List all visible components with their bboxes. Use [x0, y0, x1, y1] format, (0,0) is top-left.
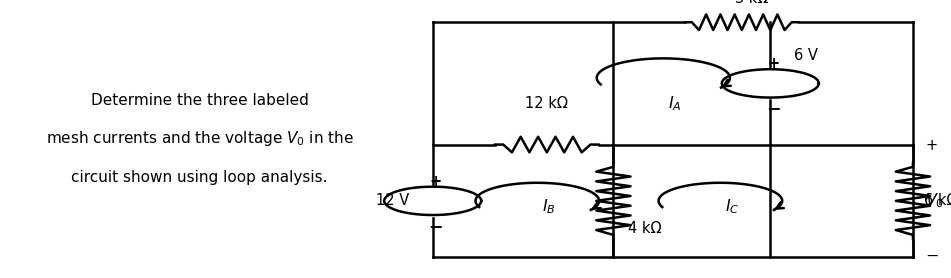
Text: −: −: [766, 100, 781, 117]
Text: $I_C$: $I_C$: [726, 197, 740, 216]
Text: 12 kΩ: 12 kΩ: [525, 96, 569, 111]
Text: 6 V: 6 V: [794, 48, 818, 63]
Text: +: +: [925, 138, 938, 153]
Text: −: −: [925, 249, 939, 264]
Text: 4 kΩ: 4 kΩ: [628, 221, 661, 236]
Text: $V_0$: $V_0$: [925, 192, 944, 210]
Text: +: +: [430, 174, 441, 189]
Text: −: −: [428, 217, 443, 235]
Text: Determine the three labeled: Determine the three labeled: [90, 93, 309, 108]
Text: +: +: [767, 56, 779, 71]
Text: 3 kΩ: 3 kΩ: [734, 0, 768, 6]
Text: $I_A$: $I_A$: [668, 95, 682, 113]
Text: $I_B$: $I_B$: [542, 197, 555, 216]
Text: mesh currents and the voltage $V_0$ in the: mesh currents and the voltage $V_0$ in t…: [46, 130, 354, 148]
Text: circuit shown using loop analysis.: circuit shown using loop analysis.: [71, 170, 328, 185]
Text: 6 kΩ: 6 kΩ: [924, 193, 951, 208]
Text: 12 V: 12 V: [376, 193, 409, 208]
